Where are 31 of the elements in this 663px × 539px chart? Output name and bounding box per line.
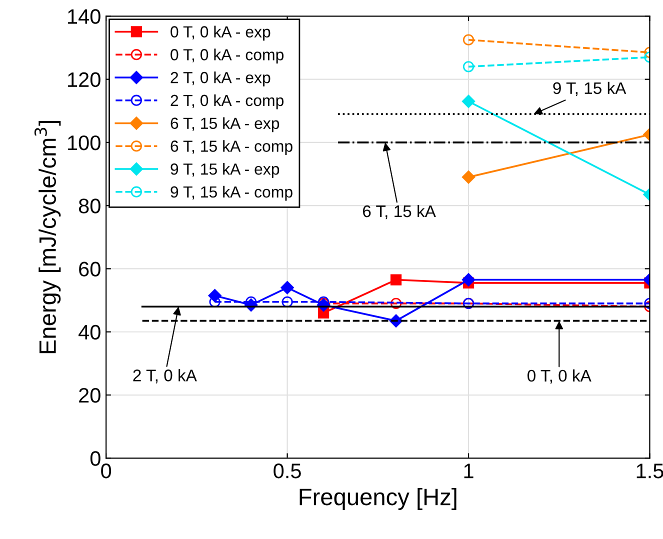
y-axis-title: Energy [mJ/cycle/cm$^{3}$] [34,121,61,354]
point [390,298,402,310]
annotation: 0 T, 0 kA [528,369,592,384]
y-tick-label: 120 [68,72,100,88]
point [280,281,294,294]
legend-label: 6 T, 15 kA - exp [170,117,280,132]
y-tick-label: 0 [90,451,100,466]
legend-label: 9 T, 15 kA - exp [170,163,280,178]
point [462,273,476,286]
y-tick-label: 100 [68,135,100,150]
legend-label: 6 T, 15 kA - comp [170,140,292,156]
annotation: 6 T, 15 kA [362,204,436,220]
y-tick-label: 140 [68,9,100,24]
x-axis-title: Frequency [Hz] [300,488,456,510]
annotation: 9 T, 15 kA [553,82,626,96]
annotation: 2 T, 0 kA [133,369,197,384]
legend-label: 0 T, 0 kA - comp [170,48,284,64]
x-tick-label: 1 [464,464,474,478]
legend-label: 2 T, 0 kA - comp [170,94,284,110]
legend-label: 0 T, 0 kA - exp [170,26,270,41]
y-tick-label: 20 [79,388,100,403]
legend-label: 9 T, 15 kA - comp [170,186,292,201]
y-tick-label: 80 [78,198,100,214]
x-tick-label: 0.5 [274,464,301,478]
y-tick-label: 40 [78,324,100,340]
point [390,274,402,286]
point [282,296,293,308]
y-tick-label: 60 [79,262,100,276]
x-tick-label: 0 [101,464,112,478]
legend-label: 2 T, 0 kA - exp [170,72,270,86]
x-tick-label: 1.5 [636,464,663,478]
